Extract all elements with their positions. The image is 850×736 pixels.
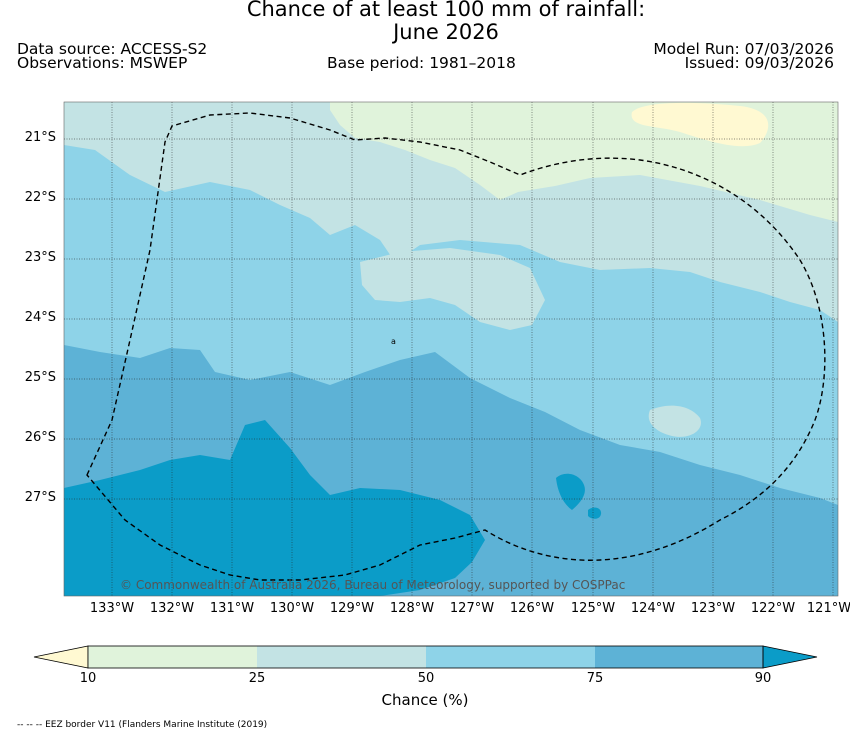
eez-footnote: -- -- -- EEZ border V11 (Flanders Marine… (17, 720, 268, 730)
colorbar-tick-10: 10 (79, 671, 97, 686)
map-gridlines (64, 102, 838, 596)
colorbar-tick-75: 75 (586, 671, 604, 686)
lon-label-122w: 122°W (750, 601, 796, 616)
lon-label-132w: 132°W (149, 601, 195, 616)
lat-label-25s: 25°S (24, 370, 56, 385)
model-run: Model Run: 07/03/2026 (653, 40, 834, 58)
lat-label-27s: 27°S (24, 490, 56, 505)
lon-label-127w: 127°W (449, 601, 495, 616)
colorbar-segment-50-75 (426, 646, 595, 668)
lon-label-130w: 130°W (269, 601, 315, 616)
observations: Observations: MSWEP (17, 54, 188, 72)
title-line-2: June 2026 (393, 20, 499, 44)
colorbar-segment-75-90 (595, 646, 763, 668)
colorbar-extend-low (33, 645, 89, 669)
colorbar-segment-10-25 (88, 646, 257, 668)
lat-label-21s: 21°S (24, 130, 56, 145)
eez-border-line (86, 112, 826, 581)
lon-label-124w: 124°W (630, 601, 676, 616)
lon-label-129w: 129°W (329, 601, 375, 616)
colorbar-segment-25-50 (257, 646, 426, 668)
map-marker-label: a (391, 337, 396, 346)
lat-label-26s: 26°S (24, 430, 56, 445)
lat-label-22s: 22°S (24, 190, 56, 205)
lon-label-123w: 123°W (690, 601, 736, 616)
band-above-90-island (556, 473, 585, 510)
title-line-1: Chance of at least 100 mm of rainfall: (246, 0, 646, 21)
colorbar (33, 645, 818, 669)
colorbar-tick-90: 90 (754, 671, 772, 686)
colorbar-tick-25: 25 (248, 671, 266, 686)
lat-label-24s: 24°S (24, 310, 56, 325)
base-period: Base period: 1981–2018 (327, 54, 516, 72)
band-above-90-island (588, 507, 602, 519)
lon-label-133w: 133°W (89, 601, 135, 616)
band-above-90 (64, 420, 485, 596)
chart-title: Chance of at least 100 mm of rainfall: J… (0, 0, 850, 44)
lon-label-126w: 126°W (509, 601, 555, 616)
lon-label-128w: 128°W (389, 601, 435, 616)
map-frame (63, 101, 839, 597)
colorbar-tick-50: 50 (417, 671, 435, 686)
colorbar-label: Chance (%) (381, 691, 469, 709)
data-source: Data source: ACCESS-S2 (17, 40, 208, 58)
colorbar-extend-high (762, 645, 818, 669)
rainfall-map: a © Commonwealth of Australia 2026, Bure… (64, 102, 838, 596)
lon-label-131w: 131°W (209, 601, 255, 616)
band-below-10 (631, 102, 769, 147)
lon-label-125w: 125°W (570, 601, 616, 616)
lon-label-121w: 121°W (806, 601, 850, 616)
lat-label-23s: 23°S (24, 250, 56, 265)
band-25-50-patch (360, 248, 545, 330)
copyright-text: © Commonwealth of Australia 2026, Bureau… (120, 578, 625, 592)
band-25-50-patch (648, 405, 701, 437)
issued-date: Issued: 09/03/2026 (684, 54, 834, 72)
